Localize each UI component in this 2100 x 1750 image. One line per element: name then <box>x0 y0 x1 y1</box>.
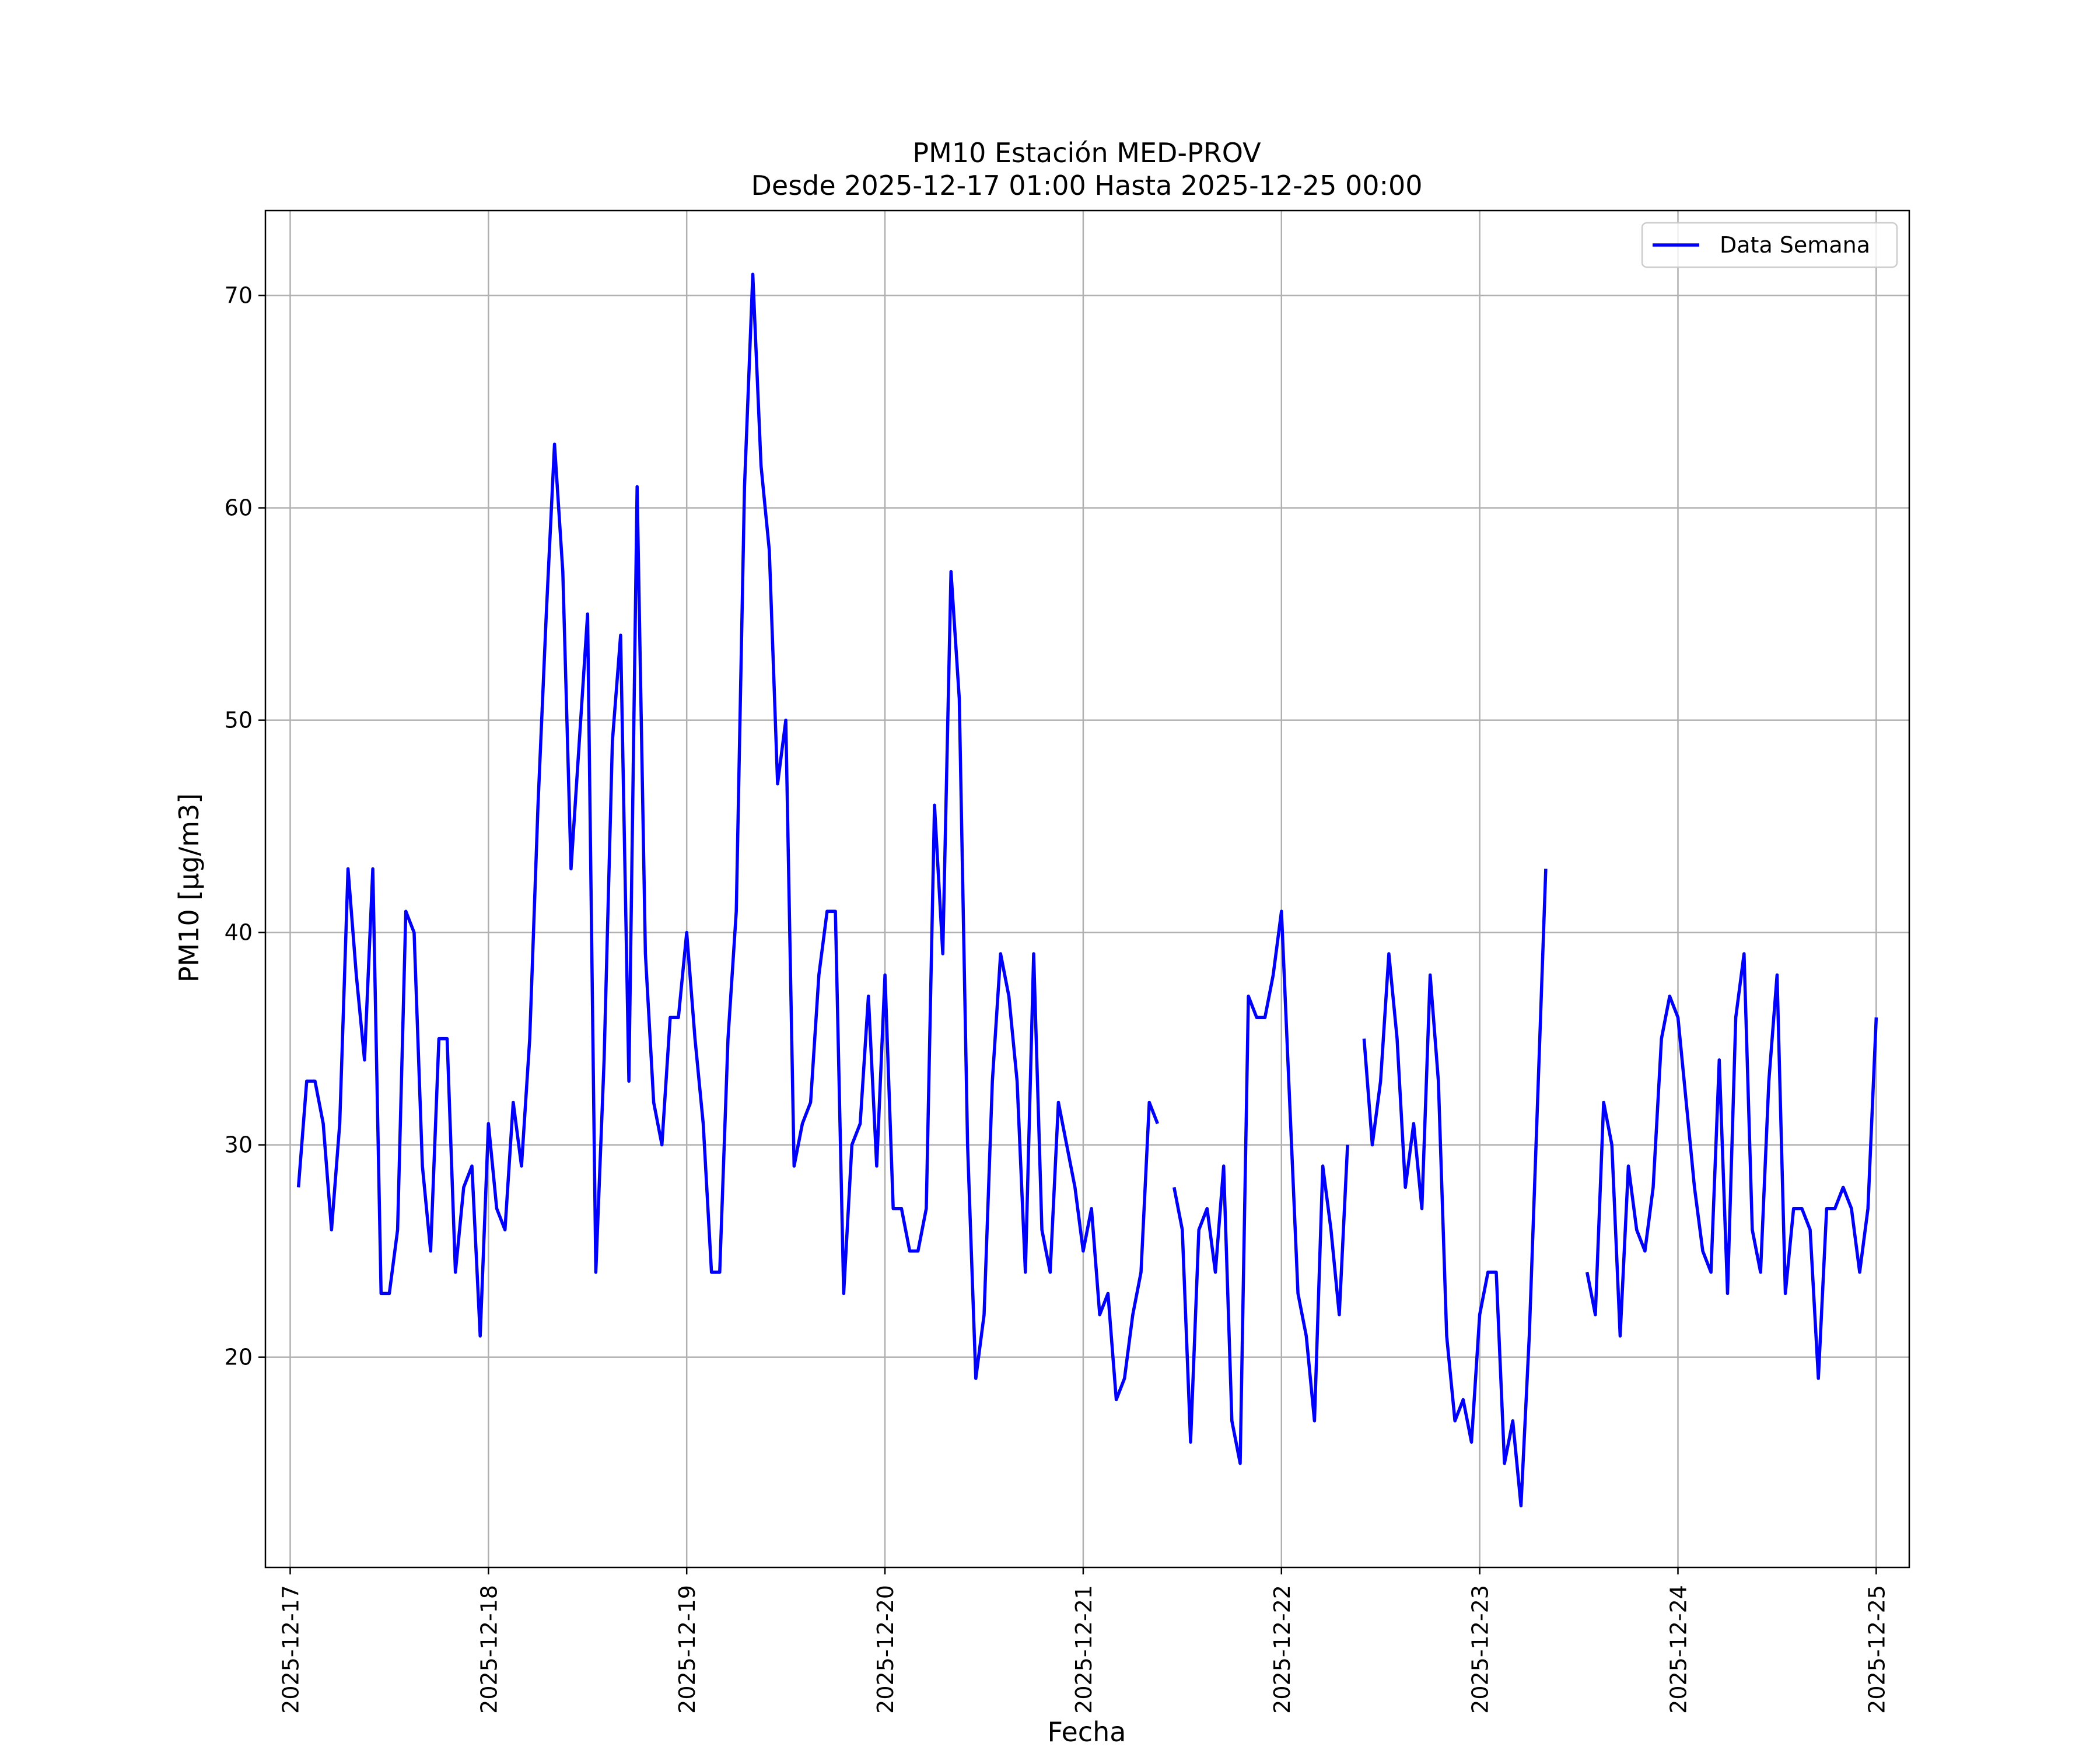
series-line-data-semana <box>296 272 1878 1508</box>
y-tick-label: 50 <box>225 708 253 733</box>
x-tick-label: 2025-12-18 <box>476 1585 502 1714</box>
legend: Data Semana <box>1641 222 1898 268</box>
axis-ticks: 2025-12-17 2025-12-18 2025-12-19 2025-12-20… <box>225 283 1890 1714</box>
series-layer <box>296 272 1878 1508</box>
legend-label-data-semana: Data Semana <box>1720 232 1870 258</box>
plot-frame <box>264 209 1910 1569</box>
chart-title: PM10 Estación MED-PROV <box>912 137 1261 169</box>
x-tick-label: 2025-12-19 <box>674 1585 700 1714</box>
x-tick-label: 2025-12-20 <box>873 1585 898 1714</box>
x-tick-label: 2025-12-24 <box>1665 1585 1691 1714</box>
y-tick-label: 40 <box>225 920 253 946</box>
x-tick-label: 2025-12-17 <box>278 1585 303 1714</box>
y-tick-label: 60 <box>225 495 253 521</box>
legend-box <box>1641 222 1898 268</box>
x-tick-label: 2025-12-25 <box>1864 1585 1889 1714</box>
y-tick-label: 70 <box>225 283 253 309</box>
grid-lines <box>265 211 1909 1567</box>
chart-subtitle: Desde 2025-12-17 01:00 Hasta 2025-12-25 … <box>751 170 1422 201</box>
x-tick-label: 2025-12-22 <box>1269 1585 1295 1714</box>
x-tick-label: 2025-12-23 <box>1468 1585 1493 1714</box>
y-tick-label: 30 <box>225 1132 253 1158</box>
x-tick-label: 2025-12-21 <box>1071 1585 1097 1714</box>
y-tick-label: 20 <box>225 1345 253 1370</box>
x-axis-label: Fecha <box>1048 1716 1126 1748</box>
y-axis-label: PM10 [μg/m3] <box>173 793 205 983</box>
